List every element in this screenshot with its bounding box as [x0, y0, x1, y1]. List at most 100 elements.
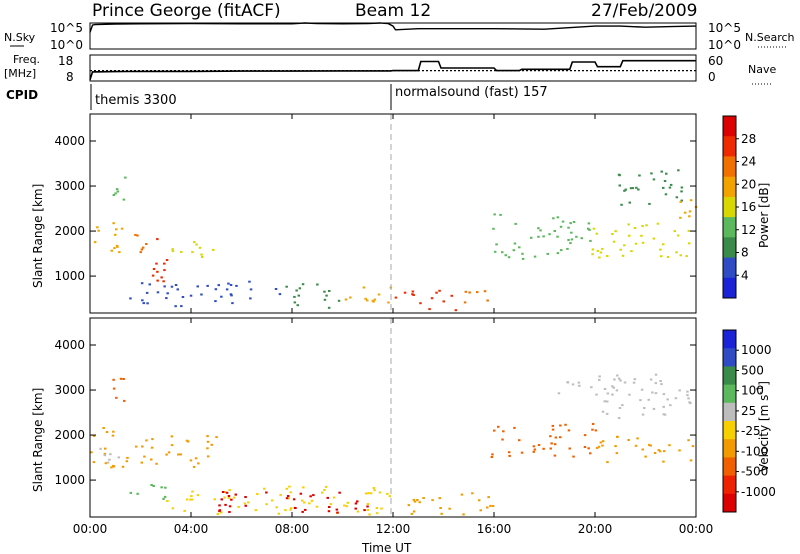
scatter-cell	[603, 388, 607, 390]
scatter-cell	[150, 458, 153, 461]
scatter-cell	[363, 509, 366, 512]
scatter-cell	[97, 229, 100, 232]
scatter-cell	[206, 435, 209, 438]
scatter-cell	[659, 248, 662, 251]
scatter-cell	[310, 499, 314, 502]
colorbar-tick-label: -100	[741, 444, 768, 458]
scatter-cell	[514, 222, 517, 225]
scatter-cell	[115, 396, 118, 399]
scatter-cell	[431, 499, 434, 502]
scatter-cell	[550, 442, 553, 445]
scatter-cell	[587, 227, 590, 230]
scatter-cell	[329, 503, 333, 506]
scatter-cell	[289, 491, 293, 494]
scatter-cell	[647, 398, 650, 401]
scatter-cell	[237, 505, 240, 508]
scatter-cell	[620, 203, 623, 206]
scatter-cell	[583, 446, 587, 448]
scatter-cell	[521, 257, 525, 260]
scatter-cell	[140, 282, 144, 285]
scatter-cell	[123, 399, 126, 402]
scatter-cell	[566, 247, 569, 250]
y-tick-label: 4000	[54, 338, 85, 352]
scatter-cell	[628, 393, 631, 396]
scatter-cell	[613, 378, 616, 381]
noise-left-label: N.Sky	[4, 31, 36, 44]
scatter-cell	[349, 296, 352, 299]
scatter-cell	[193, 241, 196, 244]
scatter-cell	[566, 381, 570, 384]
scatter-cell	[170, 435, 174, 438]
cpid-label: CPID	[6, 88, 38, 102]
scatter-cell	[632, 381, 636, 384]
station-title: Prince George (fitACF)	[92, 1, 281, 21]
scatter-cell	[606, 400, 609, 403]
scatter-cell	[166, 292, 169, 295]
scatter-cell	[119, 377, 123, 380]
scatter-cell	[129, 297, 132, 300]
colorbar-swatch	[723, 136, 736, 157]
velocity-colorbar-label-text: Velocity [m s	[757, 395, 771, 472]
scatter-cell	[641, 225, 644, 228]
scatter-cell	[312, 494, 315, 497]
scatter-cell	[587, 222, 591, 225]
scatter-cell	[244, 496, 247, 498]
scatter-cell	[487, 496, 490, 499]
x-tick-label: 16:00	[477, 522, 512, 536]
scatter-cell	[652, 178, 656, 181]
scatter-cell	[640, 234, 643, 237]
scatter-cell	[162, 280, 165, 283]
scatter-cell	[316, 283, 319, 286]
scatter-cell	[102, 427, 105, 429]
scatter-cell	[165, 453, 168, 456]
scatter-cell	[375, 512, 379, 515]
scatter-cell	[220, 295, 223, 298]
scatter-cell	[549, 435, 552, 438]
scatter-cell	[649, 444, 652, 447]
freq-panel-frame	[89, 54, 697, 82]
scatter-cell	[520, 451, 524, 454]
freq-right-tick-bottom: 0	[708, 70, 716, 84]
scatter-cell	[569, 242, 572, 245]
x-tick-label: 00:00	[679, 522, 714, 536]
scatter-cell	[146, 302, 149, 305]
scatter-cell	[628, 234, 631, 237]
colorbar-tick-label: 500	[741, 363, 764, 377]
scatter-cell	[215, 436, 218, 439]
scatter-cell	[589, 239, 592, 242]
scatter-cell	[356, 510, 360, 513]
scatter-cell	[122, 198, 126, 201]
scatter-cell	[559, 436, 562, 439]
scatter-cell	[662, 460, 665, 463]
scatter-cell	[156, 291, 160, 294]
scatter-cell	[174, 284, 178, 286]
scatter-cell	[627, 439, 630, 441]
scatter-cell	[689, 459, 693, 462]
velocity-scatter	[90, 373, 695, 516]
scatter-cell	[186, 440, 190, 443]
scatter-cell	[676, 234, 680, 237]
scatter-cell	[624, 188, 627, 191]
scatter-cell	[669, 183, 673, 186]
scatter-cell	[652, 407, 656, 410]
colorbar-tick-label: -25	[741, 424, 761, 438]
scatter-cell	[375, 507, 379, 509]
x-tick-label: 00:00	[73, 522, 108, 536]
freq-left-tick-bottom: 8	[66, 70, 74, 84]
velocity-y-label: Slant Range [km]	[31, 388, 45, 492]
scatter-cell	[662, 243, 665, 246]
scatter-cell	[521, 252, 524, 255]
scatter-cell	[493, 213, 496, 216]
scatter-cell	[180, 305, 183, 308]
scatter-cell	[659, 380, 662, 382]
colorbar-swatch	[723, 475, 736, 495]
scatter-cell	[337, 299, 341, 302]
scatter-cell	[112, 194, 116, 196]
scatter-cell	[556, 235, 559, 238]
scatter-cell	[163, 262, 166, 265]
scatter-cell	[618, 174, 621, 177]
scatter-cell	[141, 445, 144, 448]
cpid-segment-1: themis 3300	[95, 93, 177, 108]
scatter-cell	[112, 430, 115, 433]
